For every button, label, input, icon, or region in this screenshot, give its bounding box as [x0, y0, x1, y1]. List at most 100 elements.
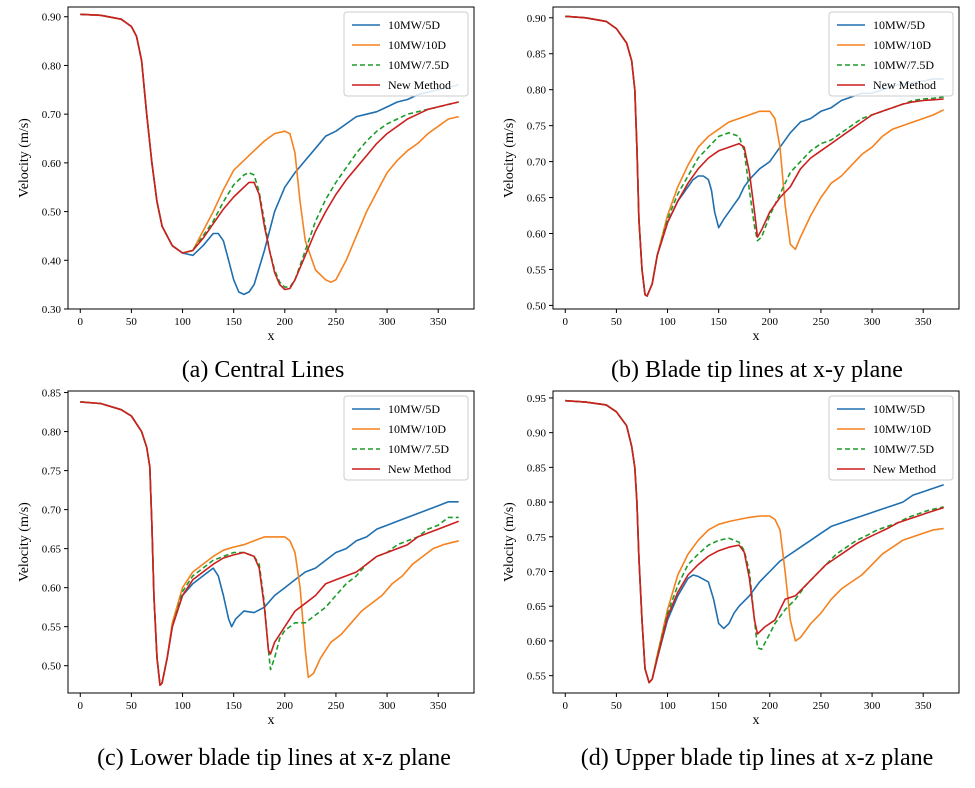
x-tick-label: 100 — [174, 316, 191, 328]
x-tick-label: 350 — [430, 316, 447, 328]
y-tick-label: 0.75 — [42, 466, 62, 478]
x-tick-label: 150 — [710, 700, 727, 712]
y-tick-label: 0.90 — [42, 12, 62, 24]
x-axis-label: x — [268, 713, 275, 728]
x-tick-label: 200 — [762, 316, 779, 328]
legend-label: 10MW/10D — [388, 422, 446, 436]
x-tick-label: 50 — [611, 316, 623, 328]
y-tick-label: 0.40 — [42, 255, 62, 267]
legend-label: 10MW/7.5D — [388, 442, 449, 456]
x-tick-label: 0 — [78, 700, 84, 712]
series-line-new-method — [80, 13, 459, 291]
y-tick-label: 0.50 — [42, 207, 62, 219]
legend-box — [828, 11, 954, 97]
x-tick-label: 250 — [813, 700, 830, 712]
series-line-new-method — [565, 15, 944, 297]
x-tick-label: 350 — [915, 700, 932, 712]
y-tick-label: 0.85 — [42, 388, 62, 400]
x-axis-label: x — [268, 329, 275, 344]
y-tick-label: 0.60 — [527, 229, 547, 241]
legend-label: 10MW/5D — [388, 18, 440, 32]
legend-box — [343, 11, 469, 97]
legend: 10MW/5D 10MW/10D 10MW/7.5D New Method — [828, 395, 954, 481]
y-tick-label: 0.90 — [527, 428, 547, 440]
y-tick-label: 0.70 — [42, 109, 62, 121]
x-tick-label: 350 — [915, 316, 932, 328]
y-axis-label: Velocity (m/s) — [17, 118, 32, 198]
y-tick-label: 0.55 — [527, 264, 547, 276]
x-tick-label: 0 — [563, 316, 569, 328]
legend: 10MW/5D 10MW/10D 10MW/7.5D New Method — [828, 11, 954, 97]
chart-panel-0: 0 50 100 150 200 250 300 350 0.30 0.40 0.50 0.60 0.7… — [17, 6, 475, 383]
y-tick-label: 0.50 — [527, 300, 547, 312]
plot-area — [80, 13, 459, 296]
plot-area — [80, 401, 459, 686]
x-tick-label: 250 — [813, 316, 830, 328]
y-tick-label: 0.65 — [527, 193, 547, 205]
y-tick-label: 0.85 — [527, 462, 547, 474]
series-line-new-method — [80, 401, 459, 686]
legend-label: New Method — [873, 462, 936, 476]
y-tick-label: 0.80 — [42, 427, 62, 439]
x-tick-label: 100 — [659, 316, 676, 328]
x-tick-label: 50 — [126, 316, 138, 328]
series-line-new-method — [565, 399, 944, 684]
y-tick-label: 0.90 — [527, 13, 547, 25]
chart-panel-2: 0 50 100 150 200 250 300 350 0.50 0.55 0.60 0.65 0.7… — [17, 388, 475, 771]
legend-label: 10MW/10D — [388, 38, 446, 52]
y-tick-label: 0.60 — [42, 583, 62, 595]
plot-area — [565, 399, 944, 684]
y-tick-label: 0.55 — [42, 622, 62, 634]
panel-caption: (b) Blade tip lines at x-y plane — [611, 357, 903, 383]
axes-frame — [67, 390, 475, 694]
axes-frame — [552, 6, 960, 310]
y-tick-label: 0.30 — [42, 304, 62, 316]
legend-label: New Method — [388, 78, 451, 92]
legend-label: 10MW/10D — [873, 38, 931, 52]
axes-frame — [552, 390, 960, 694]
x-tick-label: 200 — [277, 316, 294, 328]
legend-label: 10MW/5D — [873, 402, 925, 416]
legend-label: 10MW/7.5D — [873, 58, 934, 72]
legend-box — [828, 395, 954, 481]
x-tick-label: 200 — [277, 700, 294, 712]
y-tick-label: 0.75 — [527, 121, 547, 133]
y-tick-label: 0.60 — [527, 636, 547, 648]
legend: 10MW/5D 10MW/10D 10MW/7.5D New Method — [343, 11, 469, 97]
legend-box — [343, 395, 469, 481]
x-tick-label: 350 — [430, 700, 447, 712]
y-tick-label: 0.80 — [527, 497, 547, 509]
legend: 10MW/5D 10MW/10D 10MW/7.5D New Method — [343, 395, 469, 481]
x-axis-label: x — [753, 329, 760, 344]
legend-label: 10MW/7.5D — [873, 442, 934, 456]
x-tick-label: 250 — [328, 316, 345, 328]
legend-label: 10MW/5D — [388, 402, 440, 416]
legend-label: New Method — [873, 78, 936, 92]
x-tick-label: 0 — [563, 700, 569, 712]
chart-panel-1: 0 50 100 150 200 250 300 350 0.50 0.55 0.60 0.65 0.7… — [502, 6, 960, 383]
y-tick-label: 0.65 — [42, 544, 62, 556]
legend-label: New Method — [388, 462, 451, 476]
x-tick-label: 150 — [225, 316, 242, 328]
y-tick-label: 0.50 — [42, 661, 62, 673]
y-tick-label: 0.95 — [527, 393, 547, 405]
y-tick-label: 0.70 — [527, 157, 547, 169]
legend-label: 10MW/5D — [873, 18, 925, 32]
y-tick-label: 0.85 — [527, 49, 547, 61]
panel-caption: (d) Upper blade tip lines at x-z plane — [581, 745, 934, 771]
x-tick-label: 100 — [659, 700, 676, 712]
x-tick-label: 300 — [864, 700, 881, 712]
x-tick-label: 0 — [78, 316, 84, 328]
y-tick-label: 0.65 — [527, 601, 547, 613]
x-tick-label: 250 — [328, 700, 345, 712]
y-tick-label: 0.80 — [42, 60, 62, 72]
y-tick-label: 0.70 — [42, 505, 62, 517]
axes-frame — [67, 6, 475, 310]
y-tick-label: 0.80 — [527, 85, 547, 97]
y-tick-label: 0.70 — [527, 567, 547, 579]
y-tick-label: 0.60 — [42, 158, 62, 170]
x-tick-label: 50 — [611, 700, 623, 712]
y-axis-label: Velocity (m/s) — [502, 118, 517, 198]
panel-caption: (c) Lower blade tip lines at x-z plane — [97, 745, 451, 771]
y-tick-label: 0.75 — [527, 532, 547, 544]
